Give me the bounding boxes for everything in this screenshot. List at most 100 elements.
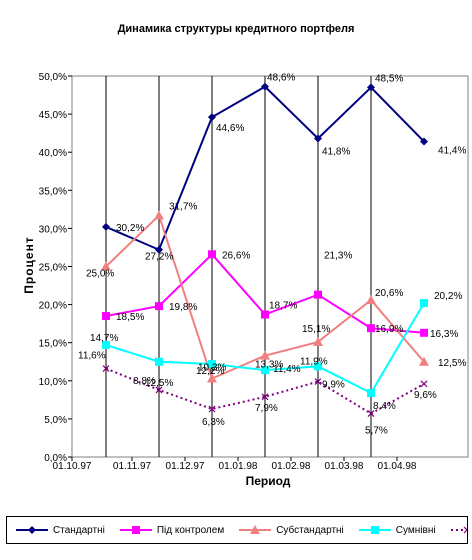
y-tick-label: 15,0% <box>39 339 67 350</box>
point-marker <box>367 388 375 397</box>
point-marker <box>367 324 375 333</box>
x-tick-label: 01.04.98 <box>378 461 417 472</box>
point-marker <box>367 410 375 417</box>
point-marker <box>102 312 110 321</box>
x-tick-label: 01.03.98 <box>325 461 364 472</box>
legend-label: Під контролем <box>156 524 225 536</box>
data-label: 11,6% <box>78 351 106 362</box>
series-lines <box>101 82 429 417</box>
point-marker <box>420 328 428 337</box>
data-label: 6,3% <box>202 417 225 428</box>
point-marker <box>261 82 269 91</box>
y-tick-label: 40,0% <box>39 148 67 159</box>
data-label: 12,5% <box>145 378 173 389</box>
point-marker <box>261 393 269 401</box>
data-label: 48,6% <box>267 73 295 84</box>
point-marker <box>154 210 164 220</box>
x-tick-label: 01.01.98 <box>219 461 258 472</box>
y-tick-label: 45,0% <box>39 110 67 121</box>
y-tick-label: 50,0% <box>39 72 67 83</box>
series-5 <box>102 365 428 417</box>
series-1 <box>102 82 428 254</box>
y-tick-label: 25,0% <box>39 263 67 274</box>
data-label: 41,4% <box>438 146 466 157</box>
x-axis-title: Период <box>245 474 291 488</box>
data-label: 15,1% <box>302 324 330 335</box>
legend-swatch <box>358 526 391 534</box>
point-marker <box>155 386 163 394</box>
y-tick-label: 0,0% <box>44 453 67 464</box>
legend-swatch <box>119 526 152 534</box>
series-4 <box>102 299 428 397</box>
data-label: 16,3% <box>430 329 458 340</box>
data-label: 20,6% <box>375 288 403 299</box>
x-tick-label: 01.11.97 <box>113 461 152 472</box>
point-marker <box>419 356 429 366</box>
legend-item <box>450 524 467 536</box>
legend: Стандартні Під контролем Субстандартні Сумн… <box>6 516 468 544</box>
point-marker <box>313 336 323 346</box>
point-marker <box>261 366 269 375</box>
point-marker <box>420 380 428 388</box>
data-label: 21,3% <box>324 251 352 262</box>
point-marker <box>102 222 110 231</box>
data-label: 27,2% <box>145 252 173 263</box>
point-marker <box>28 526 36 534</box>
point-marker <box>463 526 467 534</box>
y-tick-label: 5,0% <box>44 415 67 426</box>
y-tick-label: 10,0% <box>39 377 67 388</box>
data-label: 41,8% <box>322 146 350 157</box>
data-label: 13,3% <box>255 360 283 371</box>
data-label: 16,9% <box>375 324 403 335</box>
legend-swatch <box>239 525 272 534</box>
point-marker <box>208 113 216 122</box>
point-marker <box>367 83 375 92</box>
point-marker <box>131 526 140 534</box>
legend-label: Субстандартні <box>276 524 344 536</box>
point-marker <box>314 290 322 299</box>
point-marker <box>261 310 269 319</box>
point-marker <box>314 134 322 143</box>
data-label: 20,2% <box>434 291 462 302</box>
data-label: 10,3% <box>198 363 226 374</box>
data-label: 12,2% <box>196 366 224 377</box>
legend-item: Стандартні <box>15 524 105 536</box>
data-label: 12,5% <box>438 358 466 369</box>
legend-swatch <box>450 526 467 534</box>
point-marker <box>370 526 379 534</box>
legend-swatch <box>16 526 48 534</box>
point-marker <box>102 340 110 349</box>
axes: 0,0% 5,0% 10,0% 15,0% 20,0% 25,0% 30,0% 35,0% 40… <box>39 72 417 472</box>
point-marker <box>420 299 428 308</box>
point-marker <box>207 373 217 383</box>
line-chart: 0,0% 5,0% 10,0% 15,0% 20,0% 25,0% 30,0% 35,0% 40… <box>39 72 469 472</box>
data-label: 9,9% <box>322 380 345 391</box>
y-tick-label: 35,0% <box>39 186 67 197</box>
point-marker <box>208 405 216 413</box>
legend-label: Стандартні <box>53 524 105 536</box>
y-tick-label: 30,0% <box>39 224 67 235</box>
data-label: 19,8% <box>169 302 197 313</box>
x-tick-label: 01.02.98 <box>272 461 311 472</box>
data-label: 30,2% <box>116 223 144 234</box>
plot-area <box>71 75 469 458</box>
point-marker <box>208 250 216 259</box>
point-marker <box>260 350 270 360</box>
legend-item: Сумнівні <box>358 524 436 536</box>
legend-item: Під контролем <box>119 524 224 536</box>
x-tick-label: 01.12.97 <box>166 461 205 472</box>
data-labels: 30,2% 27,2% 44,6% 48,6% 41,8% 48,5% 41,4% 18,5%… <box>78 73 466 437</box>
data-label: 48,5% <box>375 73 403 84</box>
data-label: 9,6% <box>414 390 437 401</box>
data-label: 11,4% <box>273 364 301 375</box>
point-marker <box>250 525 261 534</box>
legend-label: Сумнівні <box>395 524 436 536</box>
data-label: 8,8% <box>133 376 156 387</box>
point-marker <box>314 378 322 385</box>
data-label: 11,9% <box>300 356 328 367</box>
data-label: 7,9% <box>255 403 278 414</box>
point-marker <box>208 360 216 369</box>
series-3 <box>101 210 429 383</box>
data-label: 44,6% <box>216 123 244 134</box>
point-marker <box>366 295 376 305</box>
